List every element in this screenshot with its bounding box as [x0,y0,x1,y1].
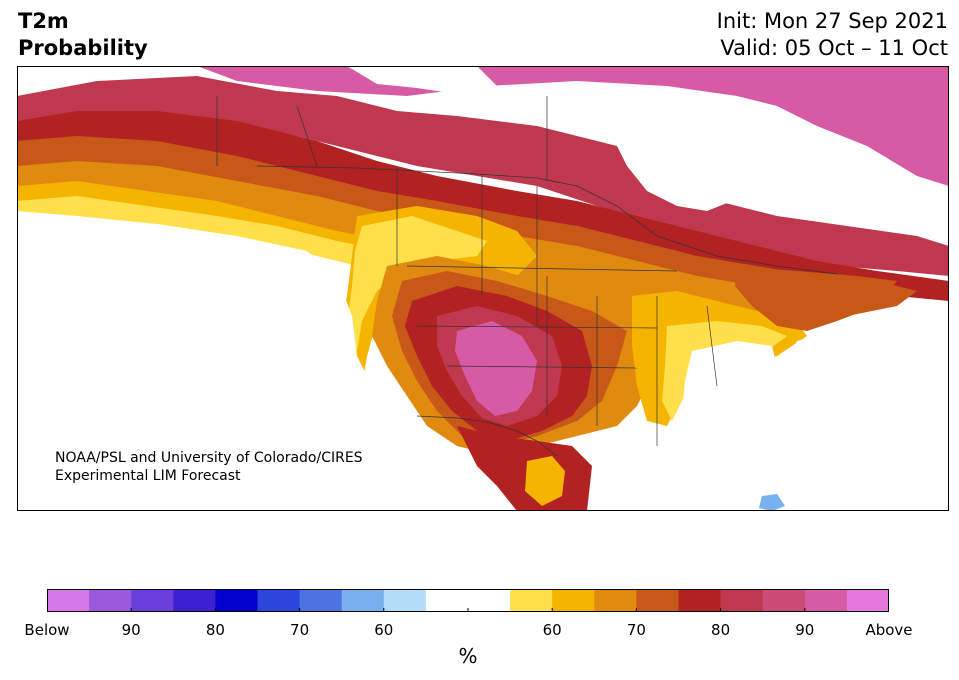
colorbar-swatch [468,589,511,612]
boundary-lines [216,96,838,457]
colorbar-tick-label: Above [865,621,913,639]
colorbar-unit: % [458,644,478,668]
colorbar [47,589,889,612]
colorbar-tick-label: 80 [205,621,225,639]
colorbar-tick-label: 60 [374,621,394,639]
arctic-water [347,66,497,94]
region-below-60-caribbean [759,494,785,511]
gulf-of-mexico [602,456,737,511]
us-canada-border [256,165,838,275]
region-above-30-band [17,196,427,271]
colorbar-tick-label: 70 [626,621,646,639]
init-date: Init: Mon 27 Sep 2021 [716,9,948,33]
region-above-90-north [197,66,949,186]
colorbar-tick-label: Below [24,621,70,639]
region-above-40-mexico [525,456,565,506]
colorbar-swatch [131,589,174,612]
internal-boundary [706,305,718,387]
colorbar-swatch [552,589,595,612]
colorbar-swatch [636,589,679,612]
internal-boundary [296,105,318,167]
colorbar-swatch [678,589,722,612]
colorbar-tick-label: 80 [711,621,731,639]
colorbar-swatch [257,589,301,612]
colorbar-swatch [383,589,427,612]
internal-boundary [446,365,638,369]
colorbar-swatch [425,589,469,612]
map-frame [17,66,949,511]
colorbar-swatch [215,589,258,612]
colorbar-swatch [594,589,637,612]
probability-map [17,66,949,511]
region-above-30-west [347,216,487,351]
colorbar-swatch [846,589,889,612]
colorbar-swatch [720,589,764,612]
colorbar-swatch [341,589,385,612]
colorbar-swatch [510,589,553,612]
region-above-70-band [17,111,949,301]
colorbar-swatch [173,589,216,612]
internal-boundary [416,325,658,329]
colorbar-tick-label: 60 [542,621,562,639]
colorbar-swatch [89,589,132,612]
internal-boundary [406,265,678,272]
valid-range: Valid: 05 Oct – 11 Oct [720,36,948,60]
colorbar-swatch [299,589,343,612]
colorbar-swatch [47,589,90,612]
region-above-90-central [455,321,537,416]
colorbar-tick-label: 90 [795,621,815,639]
credit-line-2: Experimental LIM Forecast [55,468,241,484]
colorbar-swatch [762,589,806,612]
us-mexico-border [416,415,558,457]
credit-line-1: NOAA/PSL and University of Colorado/CIRE… [55,450,363,466]
colorbar-swatch [804,589,848,612]
pacific-ocean [17,211,507,511]
map-title-line2: Probability [18,36,148,60]
colorbar-tick-label: 70 [290,621,310,639]
map-title-line1: T2m [18,9,69,33]
region-neutral-southeast [682,341,777,456]
region-above-60-northeast [735,266,897,331]
atlantic-ocean [747,306,949,511]
colorbar-tick-label: 90 [121,621,141,639]
hudson-bay [612,126,747,211]
probability-fields [17,66,949,511]
